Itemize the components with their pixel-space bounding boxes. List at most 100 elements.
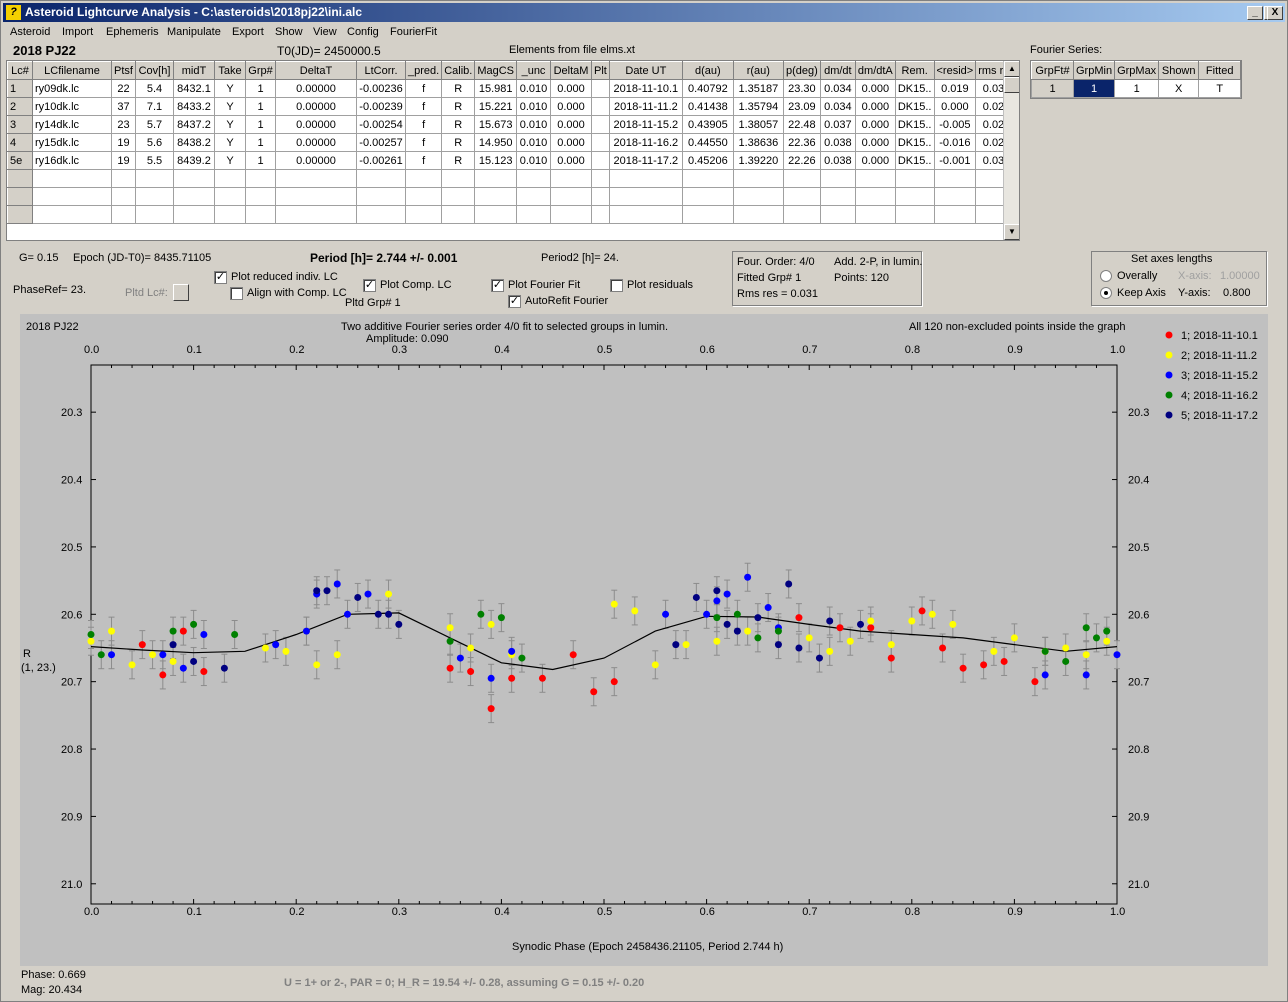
row-header[interactable]: 5e (7, 151, 33, 170)
row-header[interactable]: 3 (7, 115, 33, 134)
table-cell[interactable]: 5.4 (135, 79, 174, 98)
fourier-cell[interactable]: X (1158, 79, 1200, 98)
fourier-column-header[interactable]: GrpMin (1072, 61, 1116, 80)
table-row[interactable]: 2 ry10dk.lc 37 7.1 8433.2 Y 1 0.00000 -0.00239 f R… (7, 97, 1018, 116)
table-cell[interactable]: ry10dk.lc (32, 97, 112, 116)
table-cell[interactable]: DK15.. (894, 151, 935, 170)
table-cell[interactable]: -0.00261 (356, 151, 406, 170)
table-cell[interactable] (441, 205, 476, 224)
column-header[interactable]: Rem. (894, 61, 935, 80)
table-cell[interactable]: 1.38057 (732, 115, 784, 134)
row-header[interactable]: 1 (7, 79, 33, 98)
table-cell[interactable] (356, 169, 406, 188)
table-cell[interactable]: 0.037 (819, 115, 856, 134)
column-header[interactable]: MagCS (474, 61, 518, 80)
table-row[interactable]: 1 ry09dk.lc 22 5.4 8432.1 Y 1 0.00000 -0.00236 f R… (7, 79, 1018, 98)
overally-radio[interactable] (1100, 270, 1112, 282)
table-cell[interactable] (591, 187, 610, 206)
row-header[interactable] (7, 205, 33, 224)
table-cell[interactable]: 0.000 (854, 133, 896, 152)
pltd-lc-spinner[interactable] (173, 284, 189, 301)
table-cell[interactable]: 0.00000 (275, 97, 357, 116)
table-cell[interactable]: DK15.. (894, 97, 935, 116)
column-header[interactable]: DeltaT (275, 61, 357, 80)
table-scrollbar[interactable]: ▲ ▼ (1003, 61, 1019, 240)
column-header[interactable]: Cov[h] (135, 61, 174, 80)
table-cell[interactable]: DK15.. (894, 133, 935, 152)
table-cell[interactable]: R (441, 79, 476, 98)
menu-view[interactable]: View (313, 26, 337, 38)
table-cell[interactable] (474, 205, 518, 224)
column-header[interactable]: p(deg) (782, 61, 821, 80)
table-cell[interactable]: Y (214, 151, 246, 170)
table-cell[interactable]: 22.36 (782, 133, 821, 152)
table-cell[interactable] (135, 169, 174, 188)
table-cell[interactable] (819, 187, 856, 206)
table-cell[interactable]: f (404, 79, 443, 98)
column-header[interactable]: LCfilename (32, 61, 112, 80)
table-cell[interactable]: Y (214, 97, 246, 116)
table-cell[interactable]: 15.123 (474, 151, 518, 170)
fourier-fit-checkbox[interactable]: ✓ (491, 279, 504, 292)
table-cell[interactable]: -0.001 (933, 151, 977, 170)
table-cell[interactable]: -0.00236 (356, 79, 406, 98)
table-cell[interactable] (111, 205, 136, 224)
table-cell[interactable]: ry14dk.lc (32, 115, 112, 134)
table-cell[interactable]: -0.00254 (356, 115, 406, 134)
table-cell[interactable]: 0.000 (550, 151, 593, 170)
table-cell[interactable]: ry15dk.lc (32, 133, 112, 152)
table-cell[interactable]: 0.000 (854, 79, 896, 98)
menu-manipulate[interactable]: Manipulate (167, 26, 221, 38)
table-cell[interactable] (591, 115, 610, 134)
column-header[interactable]: d(au) (681, 61, 734, 80)
scroll-down-icon[interactable]: ▼ (1004, 224, 1019, 240)
table-cell[interactable] (275, 205, 357, 224)
table-cell[interactable]: 8437.2 (173, 115, 215, 134)
menu-import[interactable]: Import (62, 26, 94, 38)
scroll-thumb[interactable] (1004, 77, 1019, 93)
column-header[interactable]: LtCorr. (356, 61, 406, 80)
table-cell[interactable]: DK15.. (894, 115, 935, 134)
table-cell[interactable]: 15.673 (474, 115, 518, 134)
table-cell[interactable] (933, 169, 977, 188)
table-cell[interactable]: 5.7 (135, 115, 174, 134)
table-cell[interactable] (608, 187, 683, 206)
table-cell[interactable] (782, 205, 821, 224)
comp-lc-checkbox[interactable]: ✓ (363, 279, 376, 292)
table-cell[interactable]: 0.000 (550, 97, 593, 116)
table-cell[interactable]: ry09dk.lc (32, 79, 112, 98)
table-cell[interactable] (591, 133, 610, 152)
table-cell[interactable] (214, 205, 246, 224)
menu-show[interactable]: Show (275, 26, 303, 38)
column-header[interactable]: _pred. (404, 61, 443, 80)
column-header[interactable]: dm/dtA (854, 61, 896, 80)
table-cell[interactable] (245, 169, 276, 188)
column-header[interactable]: <resid> (933, 61, 977, 80)
table-cell[interactable] (681, 187, 734, 206)
minimize-button[interactable]: _ (1247, 6, 1263, 20)
table-cell[interactable]: 0.038 (819, 133, 856, 152)
fourier-cell[interactable]: 1 (1072, 79, 1116, 98)
table-cell[interactable]: 1.35794 (732, 97, 784, 116)
table-cell[interactable] (782, 169, 821, 188)
yaxis-value[interactable]: 0.800 (1223, 287, 1251, 299)
table-cell[interactable]: -0.00239 (356, 97, 406, 116)
table-cell[interactable]: 0.40792 (681, 79, 734, 98)
table-cell[interactable]: DK15.. (894, 79, 935, 98)
column-header[interactable]: Calib. (441, 61, 476, 80)
table-row[interactable]: 5e ry16dk.lc 19 5.5 8439.2 Y 1 0.00000 -0.00261 f… (7, 151, 1018, 170)
table-cell[interactable]: 19 (111, 151, 136, 170)
table-cell[interactable] (32, 187, 112, 206)
table-cell[interactable]: 0.00000 (275, 133, 357, 152)
fourier-cell[interactable]: 1 (1114, 79, 1160, 98)
menu-config[interactable]: Config (347, 26, 379, 38)
table-cell[interactable]: 0.000 (550, 115, 593, 134)
table-cell[interactable]: 0.034 (819, 79, 856, 98)
table-cell[interactable] (681, 169, 734, 188)
table-cell[interactable] (214, 187, 246, 206)
table-cell[interactable]: 0.010 (516, 79, 552, 98)
table-cell[interactable]: 8439.2 (173, 151, 215, 170)
residuals-checkbox[interactable] (610, 279, 623, 292)
